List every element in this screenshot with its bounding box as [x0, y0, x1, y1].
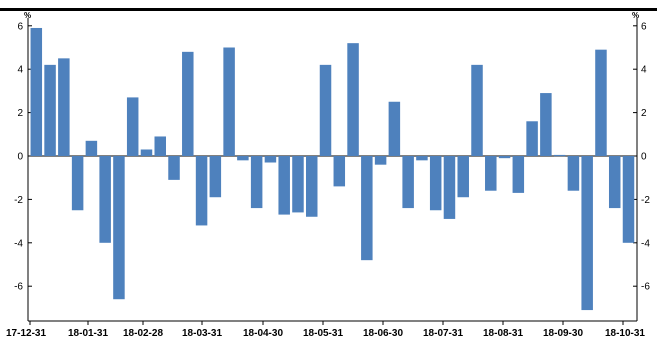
- y-tick-left-label: 4: [17, 65, 23, 76]
- bar: [140, 149, 153, 156]
- bar: [581, 156, 593, 311]
- x-tick-label: 18-09-30: [543, 328, 583, 338]
- x-tick-label: 18-03-31: [182, 328, 222, 338]
- bar: [182, 51, 194, 157]
- x-tick-label: 18-10-31: [605, 328, 645, 338]
- bar: [512, 156, 525, 193]
- bar: [30, 27, 43, 156]
- bar: [44, 64, 56, 156]
- bar: [223, 47, 235, 156]
- y-tick-left-label: -6: [14, 282, 23, 293]
- bar: [292, 156, 304, 213]
- y-tick-right-label: 0: [641, 152, 647, 163]
- y-axis-left: % -6 -4 -2 0 2 4 6: [14, 11, 32, 321]
- y-tick-left-label: -4: [14, 238, 23, 249]
- bar: [457, 156, 469, 198]
- bar: [416, 156, 428, 161]
- bar: [553, 154, 566, 157]
- bar: [85, 140, 98, 156]
- bar: [374, 156, 387, 165]
- bar: [526, 121, 538, 156]
- bar: [113, 156, 125, 300]
- y-tick-right-label: -4: [641, 238, 650, 249]
- y-tick-right-label: 2: [641, 108, 647, 119]
- x-tick-label: 18-04-30: [243, 328, 283, 338]
- bar: [333, 156, 346, 187]
- bar: [567, 156, 580, 191]
- x-tick-label: 18-01-31: [68, 328, 108, 338]
- bar: [443, 156, 456, 219]
- bar: [388, 101, 401, 156]
- bar: [237, 156, 249, 161]
- top-rule: [0, 8, 657, 11]
- x-tick-label: 18-02-28: [123, 328, 163, 338]
- bar: [168, 156, 180, 180]
- y-unit-left: %: [24, 11, 31, 20]
- bar: [264, 156, 277, 163]
- bar: [319, 64, 332, 156]
- bar-series: [30, 27, 635, 311]
- y-tick-right-label: 6: [641, 21, 647, 32]
- bar: [250, 156, 263, 209]
- bar: [402, 156, 414, 209]
- bar: [498, 156, 511, 159]
- top-header-strip: [0, 0, 657, 6]
- y-tick-right-label: -2: [641, 195, 650, 206]
- bar: [58, 58, 70, 156]
- bar: [608, 156, 621, 209]
- bar: [347, 43, 359, 156]
- y-tick-left-label: 6: [17, 21, 23, 32]
- bar: [305, 156, 318, 217]
- bar: [471, 64, 483, 156]
- bar: [209, 156, 222, 198]
- bar: [278, 156, 290, 215]
- y-tick-left-label: 0: [17, 152, 23, 163]
- x-tick-label: 18-08-31: [483, 328, 523, 338]
- bar: [99, 156, 111, 243]
- x-tick-label: 18-05-31: [303, 328, 343, 338]
- y-tick-left-label: 2: [17, 108, 23, 119]
- y-axis-right: % -6 -4 -2 0 2 4 6: [632, 11, 650, 321]
- bar: [622, 156, 635, 243]
- y-tick-right-label: -6: [641, 282, 650, 293]
- bar: [361, 156, 373, 261]
- y-tick-left-label: -2: [14, 195, 23, 206]
- bar: [126, 97, 139, 156]
- bar: [429, 156, 442, 211]
- bar: [71, 156, 84, 211]
- y-unit-right: %: [632, 11, 639, 20]
- y-tick-right-label: 4: [641, 65, 647, 76]
- bar: [485, 156, 497, 191]
- bar: [595, 49, 607, 156]
- x-axis: 17-12-31 18-01-31 18-02-28 18-03-31 18-04-30…: [6, 320, 645, 338]
- bar: [154, 136, 166, 156]
- bar: [540, 93, 552, 156]
- x-tick-label: 18-07-31: [423, 328, 463, 338]
- bar: [195, 156, 208, 226]
- x-tick-label: 17-12-31: [6, 328, 46, 338]
- x-tick-label: 18-06-30: [363, 328, 403, 338]
